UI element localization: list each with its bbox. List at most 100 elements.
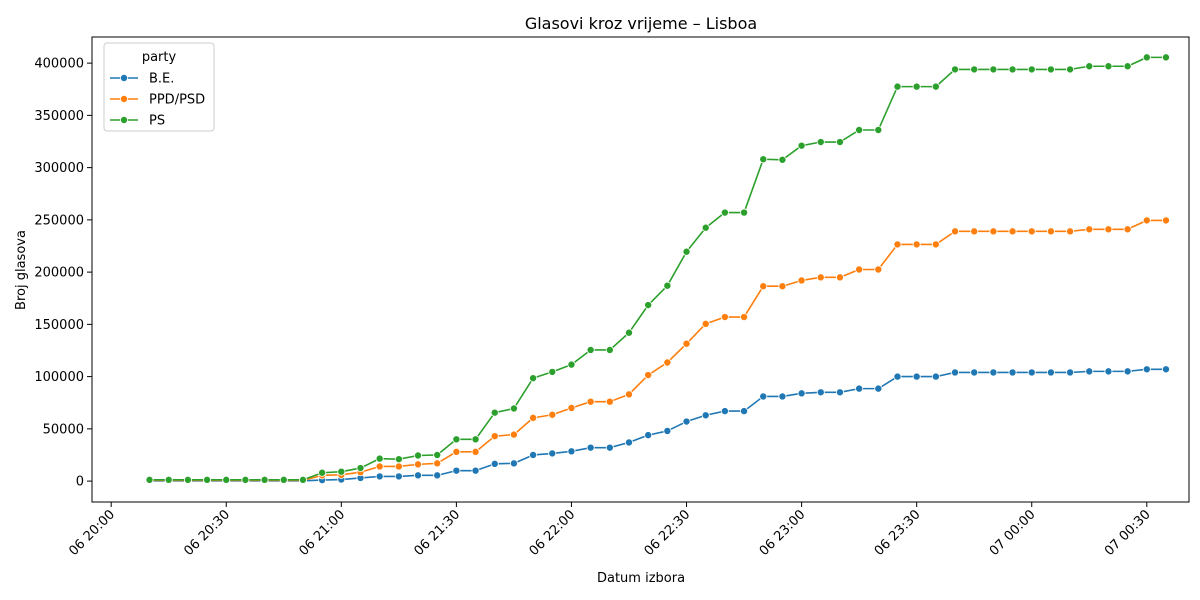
data-point — [548, 367, 557, 376]
data-point — [375, 472, 384, 481]
data-point — [663, 426, 672, 435]
data-point — [490, 459, 499, 468]
data-point — [1123, 225, 1132, 234]
y-tick-label: 350000 — [34, 109, 84, 124]
data-point — [989, 227, 998, 236]
data-point — [414, 471, 423, 480]
data-point — [893, 82, 902, 91]
data-point — [1085, 62, 1094, 71]
data-point — [490, 408, 499, 417]
data-point — [260, 475, 269, 484]
data-point — [1008, 368, 1017, 377]
y-tick-label: 150000 — [34, 318, 84, 333]
data-point — [414, 460, 423, 469]
data-point — [548, 410, 557, 419]
data-point — [222, 475, 231, 484]
data-point — [1066, 65, 1075, 74]
data-point — [816, 388, 825, 397]
data-point — [1046, 65, 1055, 74]
data-point — [951, 65, 960, 74]
data-point — [241, 475, 250, 484]
data-point — [663, 358, 672, 367]
series-ps — [145, 53, 1170, 484]
data-point — [970, 65, 979, 74]
data-point — [874, 126, 883, 135]
data-point — [1046, 368, 1055, 377]
data-point — [394, 455, 403, 464]
data-point — [471, 466, 480, 475]
data-point — [644, 301, 653, 310]
legend-marker — [120, 116, 129, 125]
data-point — [701, 319, 710, 328]
legend-marker — [120, 95, 129, 104]
legend-label: B.E. — [149, 72, 174, 87]
data-point — [394, 472, 403, 481]
legend-title: party — [142, 50, 177, 65]
y-tick-label: 50000 — [43, 422, 84, 437]
data-point — [624, 438, 633, 447]
data-point — [471, 447, 480, 456]
data-point — [682, 417, 691, 426]
data-point — [931, 82, 940, 91]
data-point — [529, 450, 538, 459]
data-point — [567, 447, 576, 456]
data-point — [1161, 216, 1170, 225]
data-point — [816, 273, 825, 282]
data-point — [1085, 225, 1094, 234]
data-point — [951, 227, 960, 236]
data-point — [1008, 227, 1017, 236]
legend-label: PPD/PSD — [149, 93, 205, 108]
data-point — [356, 464, 365, 473]
data-point — [1066, 368, 1075, 377]
data-point — [1142, 365, 1151, 374]
data-point — [912, 372, 921, 381]
data-point — [740, 313, 749, 322]
data-point — [337, 467, 346, 476]
data-point — [529, 413, 538, 422]
data-point — [567, 403, 576, 412]
data-point — [1161, 53, 1170, 62]
data-point — [1085, 367, 1094, 376]
data-point — [1142, 53, 1151, 62]
data-point — [605, 397, 614, 406]
data-point — [970, 227, 979, 236]
data-point — [720, 313, 729, 322]
data-point — [164, 475, 173, 484]
plot-area — [92, 37, 1189, 502]
data-point — [797, 141, 806, 150]
data-point — [586, 397, 595, 406]
data-point — [912, 82, 921, 91]
data-point — [1046, 227, 1055, 236]
y-axis: 0 50000 100000 150000 200000 250000 300000 3500… — [34, 57, 92, 490]
data-point — [835, 388, 844, 397]
data-point — [1008, 65, 1017, 74]
data-point — [855, 384, 864, 393]
data-point — [759, 155, 768, 164]
series-layer — [145, 53, 1170, 485]
data-point — [720, 208, 729, 217]
data-point — [433, 459, 442, 468]
data-point — [490, 432, 499, 441]
data-point — [778, 282, 787, 291]
data-point — [874, 384, 883, 393]
data-point — [183, 475, 192, 484]
data-point — [644, 431, 653, 440]
data-point — [414, 451, 423, 460]
data-point — [605, 345, 614, 354]
data-point — [951, 368, 960, 377]
data-point — [682, 339, 691, 348]
data-point — [663, 281, 672, 290]
legend: party B.E. PPD/PSD PS — [103, 42, 215, 132]
data-point — [701, 223, 710, 232]
data-point — [740, 208, 749, 217]
data-point — [529, 374, 538, 383]
legend-marker — [120, 74, 129, 83]
data-point — [1104, 367, 1113, 376]
legend-label: PS — [149, 114, 165, 129]
data-point — [740, 407, 749, 416]
data-point — [394, 462, 403, 471]
data-point — [855, 126, 864, 135]
data-point — [1066, 227, 1075, 236]
data-point — [1027, 368, 1036, 377]
